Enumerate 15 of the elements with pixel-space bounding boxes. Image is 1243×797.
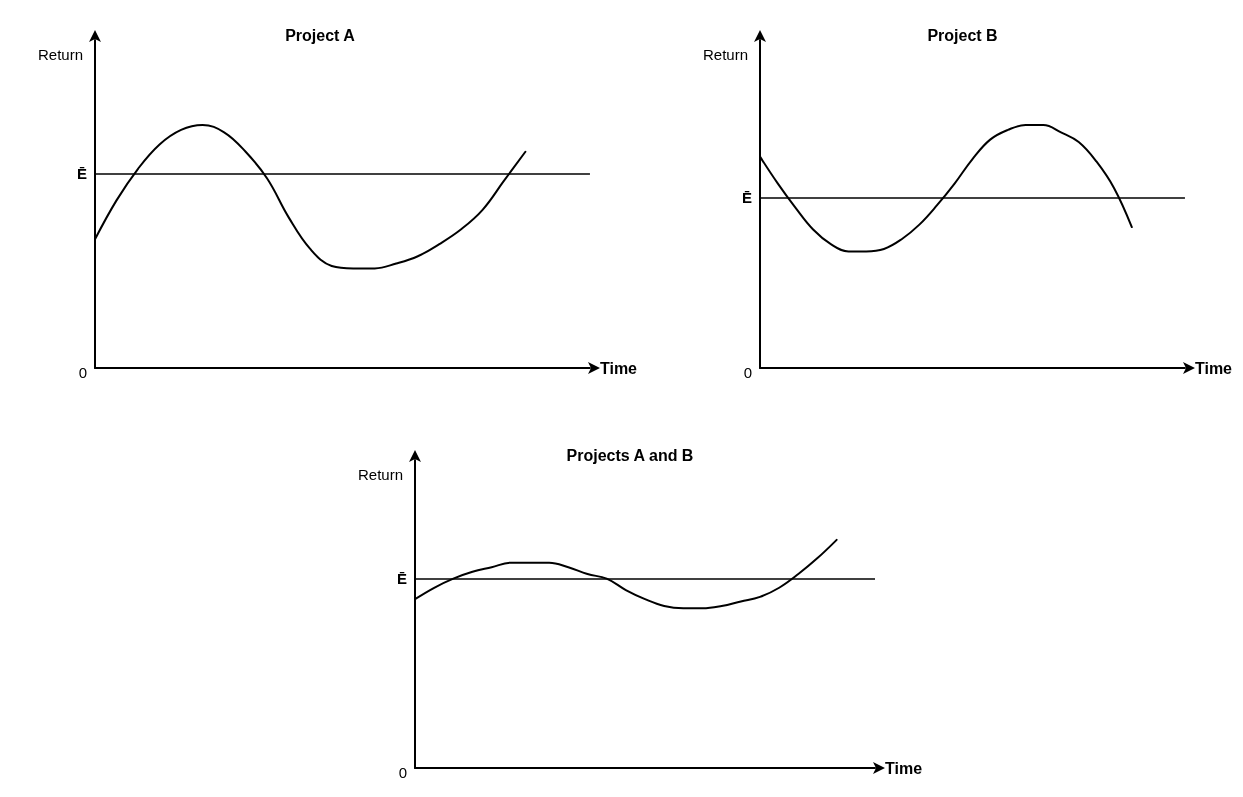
- chart-title: Projects A and B: [566, 446, 694, 464]
- x-axis-title: Time: [1194, 359, 1233, 377]
- chart-title: Project A: [285, 26, 356, 44]
- y-axis-title: Return: [357, 466, 403, 483]
- text: 0: [398, 763, 407, 781]
- y-axis-title: Return: [702, 46, 748, 63]
- text: 0: [78, 363, 87, 381]
- y-axis-title: Return: [37, 46, 83, 63]
- chart-title: Project B: [927, 26, 998, 44]
- x-axis-title: Time: [885, 759, 923, 777]
- ref-line-label: Ē: [741, 189, 752, 207]
- text: 0: [743, 363, 752, 381]
- x-axis-title: Time: [599, 359, 638, 377]
- ref-line-label: Ē: [76, 165, 87, 183]
- ref-line-label: Ē: [396, 570, 407, 588]
